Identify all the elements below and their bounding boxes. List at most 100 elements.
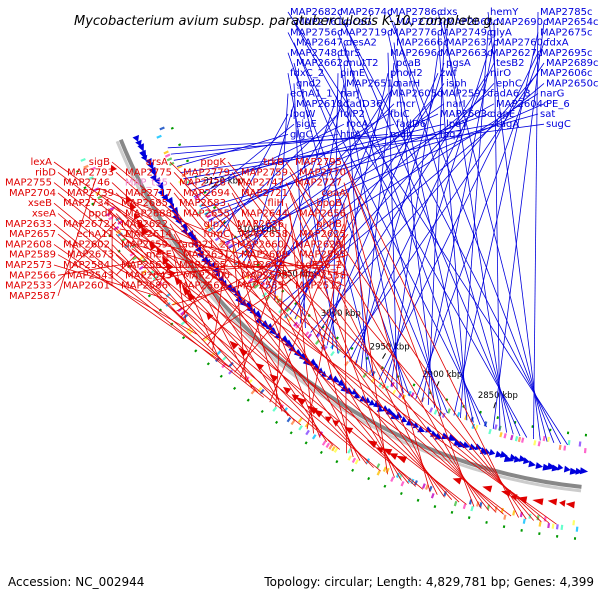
gene-label: gnd2 (296, 78, 321, 89)
reverse-gene-arrow (495, 450, 503, 458)
label-leader (53, 182, 467, 505)
cog-feature (413, 480, 418, 486)
forward-gene-arrow (324, 416, 332, 423)
gene-label: phhB (316, 219, 342, 230)
reverse-gene-arrow (569, 467, 580, 475)
reverse-gene-arrow (509, 453, 517, 461)
label-leader (119, 228, 349, 276)
label-leader (101, 194, 287, 286)
gene-label: MAP2609 (241, 250, 288, 261)
gene-label: fadD36 (346, 99, 382, 110)
gene-label: MAP2512 (295, 281, 342, 292)
reverse-gene-arrow (172, 213, 181, 224)
gene-label: MAP2602 (63, 239, 110, 250)
cog-feature (228, 369, 234, 375)
gene-label: sat (540, 109, 555, 120)
cog-feature (95, 191, 101, 196)
label-leader-lines (53, 11, 568, 525)
gene-label: thrS (340, 48, 361, 59)
label-leader (289, 213, 314, 434)
cog-feature (298, 425, 303, 431)
cog-feature (362, 372, 368, 378)
reverse-gene-arrow (166, 197, 174, 206)
gene-label: MAP2633 (5, 219, 52, 230)
label-leader (293, 62, 374, 377)
reverse-gene-arrow (326, 373, 334, 380)
label-leader (111, 244, 224, 363)
gene-label: MAP2637c (446, 38, 498, 49)
cog-feature (555, 524, 559, 530)
label-leader (115, 213, 334, 446)
label-leader (289, 192, 395, 478)
gene-label: fdxA (546, 38, 569, 49)
reverse-gene-arrow (340, 384, 350, 393)
gene-label: MAP2589 (9, 250, 56, 261)
label-leader (437, 32, 468, 421)
cog-feature (537, 441, 541, 447)
reverse-gene-arrow (353, 392, 361, 399)
label-leader (387, 11, 555, 443)
forward-gene-arrow (501, 490, 511, 497)
label-leader (343, 62, 545, 358)
gene-label: MAP2688 (125, 209, 172, 220)
label-leader (421, 42, 495, 403)
cog-feature (216, 350, 222, 356)
gene-label: MAP2746 (63, 178, 110, 189)
cog-feature (248, 277, 254, 283)
reverse-gene-arrow (430, 430, 438, 437)
reverse-gene-arrow (368, 399, 375, 406)
gene-label: lpqW (290, 109, 315, 120)
label-leader (108, 208, 171, 286)
gene-label: MAP2759 (241, 167, 288, 178)
gene-label: coaA (321, 188, 346, 199)
label-leader (57, 171, 512, 517)
cog-feature (400, 480, 405, 487)
label-leader (53, 223, 302, 426)
cog-feature (286, 416, 292, 423)
label-leader (234, 233, 349, 373)
reverse-gene-arrow (139, 149, 147, 161)
gene-label: phoH2 (390, 68, 423, 79)
gene-label: MAP2636 (237, 219, 284, 230)
cog-feature (262, 292, 268, 298)
forward-gene-arrow (174, 276, 183, 286)
gene-label: dapE (490, 109, 515, 120)
cog-feature (276, 298, 282, 304)
cog-feature (148, 270, 155, 275)
label-leader (173, 213, 327, 442)
gene-label: MAP2625 (299, 229, 346, 240)
gene-label: pcaG (346, 17, 372, 28)
reverse-gene-arrow (563, 465, 571, 473)
label-leader (294, 83, 395, 320)
label-leader (239, 233, 291, 378)
scale-tick (245, 233, 252, 239)
reverse-gene-arrow (488, 448, 496, 456)
gene-label: MAP2562 (179, 281, 226, 292)
gene-label: MAP2668c (446, 17, 498, 28)
cog-feature (207, 227, 214, 232)
gene-label: ribD (35, 167, 56, 178)
gene-label: MAP2673 (67, 250, 114, 261)
reverse-gene-arrow (153, 177, 160, 185)
label-leader (57, 213, 341, 450)
reverse-gene-arrow (265, 323, 275, 332)
label-leader (443, 22, 507, 433)
cog-feature (575, 526, 579, 532)
label-leader (53, 244, 230, 368)
gene-label: MAP2606c (540, 68, 592, 79)
label-leader (176, 254, 291, 312)
gene-label: xseA (32, 209, 56, 220)
gene-label: htrA (340, 129, 361, 140)
cog-feature (253, 283, 260, 289)
gene-label: MAP2650c (546, 78, 598, 89)
forward-gene-arrow (307, 405, 318, 415)
label-leader (259, 93, 439, 286)
gene-label: MAP2605c (390, 89, 442, 100)
cog-feature (88, 176, 94, 181)
reverse-gene-arrow (147, 161, 154, 170)
label-leader (169, 244, 219, 357)
cog-feature (521, 437, 525, 443)
gene-label: echA1_1 (290, 89, 333, 100)
gene-label: MAP2658 (241, 229, 288, 240)
